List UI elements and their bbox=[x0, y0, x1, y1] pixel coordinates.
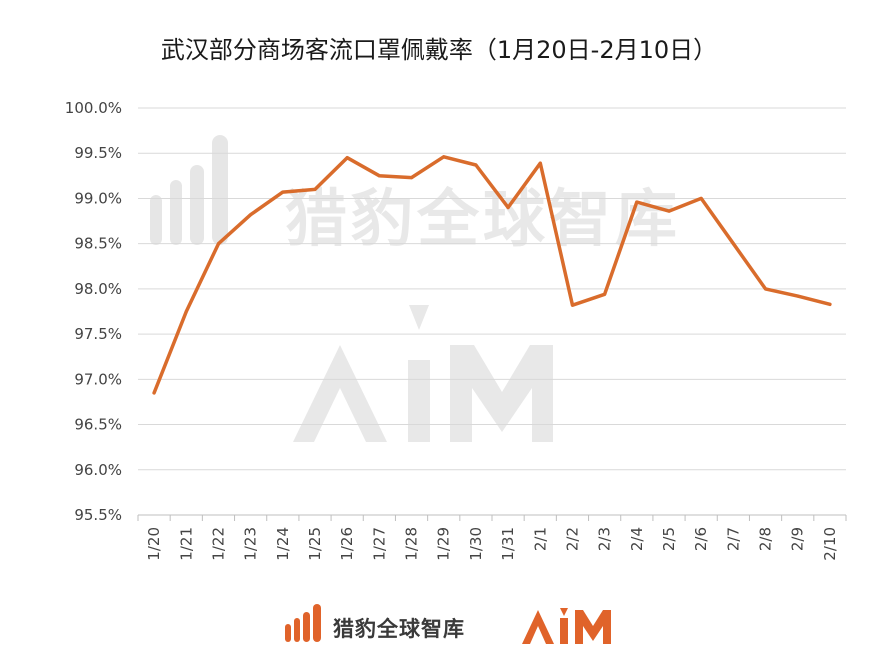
x-tick-label: 1/27 bbox=[370, 527, 388, 561]
data-point bbox=[474, 163, 478, 167]
x-tick-label: 2/6 bbox=[692, 527, 710, 551]
x-tick-label: 1/29 bbox=[435, 527, 453, 561]
x-tick-label: 2/4 bbox=[628, 527, 646, 551]
footer-aim-logo-icon bbox=[522, 608, 611, 644]
data-point bbox=[410, 176, 414, 180]
data-point bbox=[281, 190, 285, 194]
x-tick-label: 2/1 bbox=[531, 527, 549, 551]
data-point bbox=[216, 242, 220, 246]
series-line bbox=[152, 155, 832, 395]
footer-brand-text: 猎豹全球智库 bbox=[333, 617, 465, 641]
x-tick-label: 1/21 bbox=[177, 527, 195, 561]
series-layer bbox=[152, 155, 832, 395]
x-axis bbox=[137, 514, 847, 521]
data-point bbox=[506, 205, 510, 209]
data-point bbox=[377, 174, 381, 178]
x-tick-label: 2/2 bbox=[563, 527, 581, 551]
x-tick-label: 2/9 bbox=[789, 527, 807, 551]
x-tick-label: 1/28 bbox=[403, 527, 421, 561]
y-tick-label: 99.5% bbox=[74, 144, 122, 162]
data-point bbox=[570, 303, 574, 307]
y-tick-label: 100.0% bbox=[65, 99, 122, 117]
x-tick-label: 2/8 bbox=[757, 527, 775, 551]
x-tick-label: 1/30 bbox=[467, 527, 485, 561]
data-point bbox=[667, 209, 671, 213]
x-tick-label: 2/5 bbox=[660, 527, 678, 551]
footer-brand-logo-icon bbox=[285, 604, 321, 642]
data-point bbox=[635, 200, 639, 204]
data-point bbox=[313, 187, 317, 191]
data-point bbox=[152, 391, 156, 395]
y-tick-label: 97.0% bbox=[74, 370, 122, 388]
y-tick-label: 97.5% bbox=[74, 325, 122, 343]
x-tick-label: 1/24 bbox=[274, 527, 292, 561]
x-tick-label: 1/22 bbox=[209, 527, 227, 561]
data-point bbox=[442, 155, 446, 159]
data-point bbox=[249, 213, 253, 217]
grid-lines bbox=[138, 107, 846, 471]
watermark-brand-text: 猎豹全球智库 bbox=[285, 182, 681, 255]
data-point bbox=[796, 294, 800, 298]
x-tick-label: 1/26 bbox=[338, 527, 356, 561]
x-tick-label: 2/3 bbox=[596, 527, 614, 551]
data-point bbox=[764, 287, 768, 291]
y-tick-label: 95.5% bbox=[74, 506, 122, 524]
x-tick-label: 1/25 bbox=[306, 527, 324, 561]
data-point bbox=[699, 196, 703, 200]
x-tick-label: 1/31 bbox=[499, 527, 517, 561]
data-point bbox=[731, 242, 735, 246]
y-tick-label: 98.0% bbox=[74, 280, 122, 298]
watermark: 猎豹全球智库 bbox=[150, 135, 681, 442]
x-tick-label: 2/7 bbox=[724, 527, 742, 551]
line-chart: 猎豹全球智库 95.5% 96.0% 96.5% 97.0% 97.5% 98.0% 98.… bbox=[65, 99, 847, 561]
y-tick-label: 99.0% bbox=[74, 189, 122, 207]
data-point bbox=[184, 310, 188, 313]
y-tick-label: 96.5% bbox=[74, 416, 122, 434]
x-axis-ticks: 1/20 1/21 1/22 1/23 1/24 1/25 1/26 1/27 1/28 1/29… bbox=[145, 527, 839, 561]
data-point bbox=[603, 292, 607, 296]
watermark-aim-logo bbox=[293, 305, 553, 442]
data-point bbox=[345, 156, 349, 160]
x-tick-label: 1/20 bbox=[145, 527, 163, 561]
data-point bbox=[538, 161, 542, 165]
y-tick-label: 98.5% bbox=[74, 235, 122, 253]
chart-title: 武汉部分商场客流口罩佩戴率（1月20日-2月10日） bbox=[160, 36, 718, 64]
x-tick-label: 1/23 bbox=[242, 527, 260, 561]
y-tick-label: 96.0% bbox=[74, 461, 122, 479]
x-tick-label: 2/10 bbox=[821, 527, 839, 561]
y-axis-ticks: 95.5% 96.0% 96.5% 97.0% 97.5% 98.0% 98.5% 99.0%… bbox=[65, 99, 122, 524]
data-point bbox=[828, 302, 832, 306]
footer: 猎豹全球智库 bbox=[0, 596, 878, 656]
